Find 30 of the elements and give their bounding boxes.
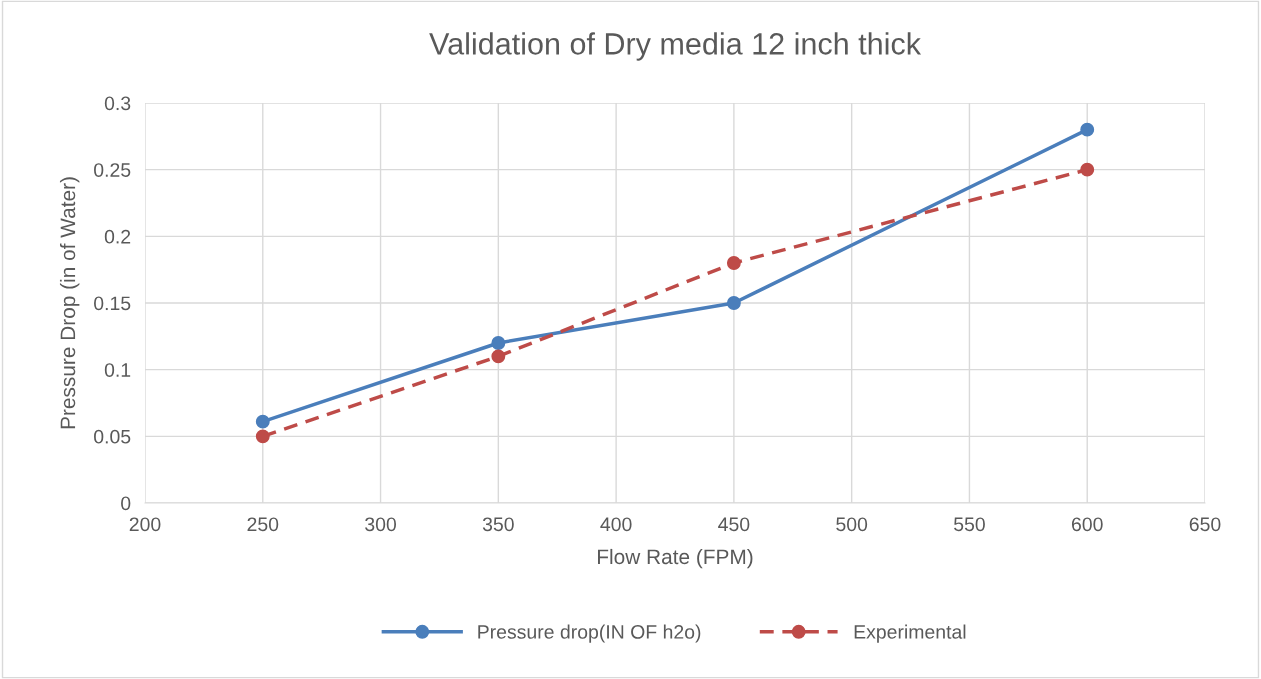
x-tick-label: 650 bbox=[1189, 517, 1221, 532]
x-tick-label: 250 bbox=[247, 517, 279, 532]
x-tick-label: 600 bbox=[1071, 517, 1103, 532]
y-tick-label: 0.15 bbox=[94, 296, 131, 311]
point bbox=[255, 429, 270, 444]
x-tick-label: 450 bbox=[718, 517, 750, 532]
y-tick-label: 0.1 bbox=[104, 363, 131, 377]
point bbox=[255, 414, 270, 429]
x-tick-label: 400 bbox=[600, 517, 632, 532]
y-tick-label: 0 bbox=[121, 496, 131, 511]
x-tick-label: 550 bbox=[954, 517, 985, 532]
legend-label: Pressure drop(IN OF h2o) bbox=[478, 624, 701, 643]
point bbox=[491, 336, 506, 350]
point bbox=[1080, 122, 1095, 137]
y-tick-label: 0.25 bbox=[94, 163, 131, 177]
y-axis-title: Pressure Drop (in of Water) bbox=[59, 177, 80, 429]
point bbox=[726, 256, 741, 270]
point bbox=[491, 349, 506, 364]
legend-label: Experimental bbox=[854, 624, 966, 643]
point bbox=[726, 296, 741, 310]
y-tick-label: 0.3 bbox=[104, 96, 131, 111]
chart-title: Validation of Dry media 12 inch thick bbox=[429, 32, 922, 61]
x-axis-title: Flow Rate (FPM) bbox=[598, 548, 753, 569]
x-tick-label: 350 bbox=[482, 517, 514, 532]
x-tick-label: 500 bbox=[836, 517, 868, 532]
y-tick-label: 0.05 bbox=[94, 429, 131, 444]
x-tick-label: 200 bbox=[129, 517, 161, 532]
x-tick-label: 300 bbox=[365, 517, 397, 532]
point bbox=[1080, 162, 1095, 177]
y-tick-label: 0.2 bbox=[104, 229, 131, 244]
